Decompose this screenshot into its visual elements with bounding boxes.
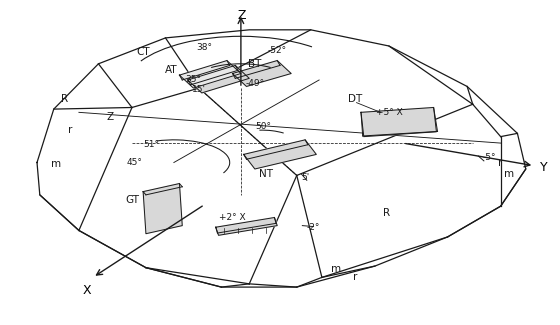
Text: -2°: -2° [307, 223, 320, 232]
Text: GT: GT [125, 195, 139, 205]
Polygon shape [37, 30, 526, 287]
Text: Z: Z [238, 9, 246, 22]
Text: -52°: -52° [268, 46, 287, 55]
Text: X: X [83, 284, 92, 297]
Text: 38°: 38° [197, 43, 213, 52]
Polygon shape [244, 140, 316, 169]
Polygon shape [188, 65, 249, 93]
Text: +5° X: +5° X [376, 108, 402, 117]
Text: NT: NT [259, 169, 273, 179]
Text: 50°: 50° [255, 123, 271, 131]
Text: 35°: 35° [185, 75, 202, 84]
Text: AT: AT [165, 65, 178, 75]
Text: r: r [353, 272, 358, 282]
Text: R: R [382, 208, 390, 218]
Text: -49°: -49° [245, 79, 264, 88]
Text: m: m [331, 264, 341, 274]
Text: DT: DT [348, 94, 362, 104]
Polygon shape [143, 184, 182, 234]
Text: m: m [504, 169, 514, 179]
Text: Z: Z [106, 112, 113, 122]
Text: r: r [68, 125, 73, 135]
Text: +2° X: +2° X [219, 213, 246, 222]
Text: Y: Y [540, 161, 547, 174]
Text: r: r [498, 158, 503, 167]
Polygon shape [361, 108, 436, 136]
Text: m: m [52, 159, 62, 169]
Polygon shape [179, 60, 241, 88]
Text: R: R [62, 94, 68, 104]
Polygon shape [232, 60, 291, 86]
Text: 5': 5' [301, 173, 309, 182]
Text: -5°: -5° [483, 153, 496, 162]
Text: 15': 15' [192, 85, 206, 94]
Text: BT: BT [248, 59, 262, 69]
Text: 45°: 45° [127, 158, 143, 167]
Polygon shape [216, 217, 277, 235]
Text: 51°: 51° [143, 140, 160, 149]
Text: CT: CT [136, 47, 150, 58]
